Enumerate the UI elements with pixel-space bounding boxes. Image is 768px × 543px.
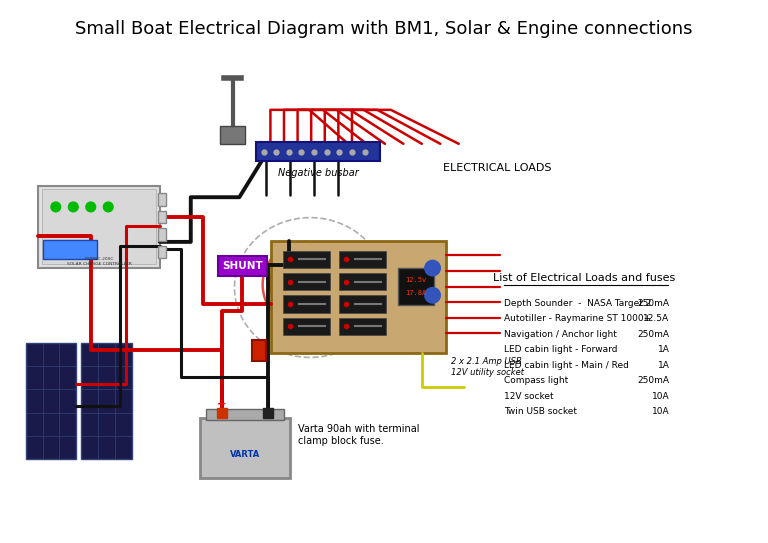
Bar: [42, 190, 156, 264]
Text: 1A: 1A: [657, 345, 670, 354]
Text: 250mA: 250mA: [637, 376, 670, 385]
Text: 12V utility socket: 12V utility socket: [451, 368, 524, 377]
Text: ELECTRICAL LOADS: ELECTRICAL LOADS: [443, 163, 551, 173]
Bar: [81, 343, 131, 459]
Text: 12V socket: 12V socket: [505, 392, 554, 401]
Text: Varta 90ah with terminal
clamp block fuse.: Varta 90ah with terminal clamp block fus…: [297, 424, 419, 446]
Text: SHUNT: SHUNT: [222, 261, 263, 271]
Bar: [339, 251, 386, 268]
Bar: [220, 127, 245, 144]
Text: 12.5v: 12.5v: [406, 277, 427, 283]
Text: Compass light: Compass light: [505, 376, 568, 385]
Circle shape: [425, 260, 440, 276]
Text: List of Electrical Loads and fuses: List of Electrical Loads and fuses: [493, 273, 675, 283]
Text: 1A: 1A: [657, 361, 670, 370]
Bar: [398, 268, 435, 305]
Text: 12.5A: 12.5A: [644, 314, 670, 323]
Bar: [339, 295, 386, 313]
Text: LED cabin light - Forward: LED cabin light - Forward: [505, 345, 618, 354]
Bar: [271, 241, 446, 352]
Bar: [157, 228, 166, 241]
Text: LED cabin light - Main / Red: LED cabin light - Main / Red: [505, 361, 629, 370]
Bar: [339, 318, 386, 335]
Bar: [157, 193, 166, 206]
Circle shape: [425, 288, 440, 303]
Text: Negative busbar: Negative busbar: [277, 168, 359, 178]
Bar: [200, 418, 290, 478]
Bar: [207, 409, 284, 420]
Bar: [283, 318, 329, 335]
Circle shape: [68, 202, 78, 212]
Text: VARTA: VARTA: [230, 450, 260, 459]
Bar: [157, 246, 166, 258]
Bar: [252, 340, 266, 361]
Text: PWMSC-20SC
SOLAR CHARGE CONTROLLER: PWMSC-20SC SOLAR CHARGE CONTROLLER: [67, 257, 131, 266]
Text: Autotiller - Raymarine ST 1000+: Autotiller - Raymarine ST 1000+: [505, 314, 651, 323]
Bar: [218, 256, 266, 276]
Text: Depth Sounder  -  NASA Target 2: Depth Sounder - NASA Target 2: [505, 299, 652, 307]
Text: 10A: 10A: [652, 392, 670, 401]
Circle shape: [51, 202, 61, 212]
Bar: [283, 273, 329, 291]
Bar: [157, 211, 166, 223]
Text: 250mA: 250mA: [637, 330, 670, 339]
Text: 17.8A: 17.8A: [406, 291, 427, 296]
Text: Twin USB socket: Twin USB socket: [505, 407, 578, 416]
Bar: [25, 343, 76, 459]
Circle shape: [104, 202, 113, 212]
Text: Navigation / Anchor light: Navigation / Anchor light: [505, 330, 617, 339]
Bar: [283, 295, 329, 313]
Text: 250mA: 250mA: [637, 299, 670, 307]
Text: 10A: 10A: [652, 407, 670, 416]
Bar: [256, 142, 380, 161]
Bar: [339, 273, 386, 291]
Text: 2 x 2.1 Amp USB: 2 x 2.1 Amp USB: [451, 357, 521, 367]
Bar: [43, 240, 97, 260]
Circle shape: [86, 202, 96, 212]
Text: Small Boat Electrical Diagram with BM1, Solar & Engine connections: Small Boat Electrical Diagram with BM1, …: [75, 20, 693, 38]
Bar: [38, 186, 160, 268]
Bar: [283, 251, 329, 268]
Text: +: +: [217, 399, 227, 409]
